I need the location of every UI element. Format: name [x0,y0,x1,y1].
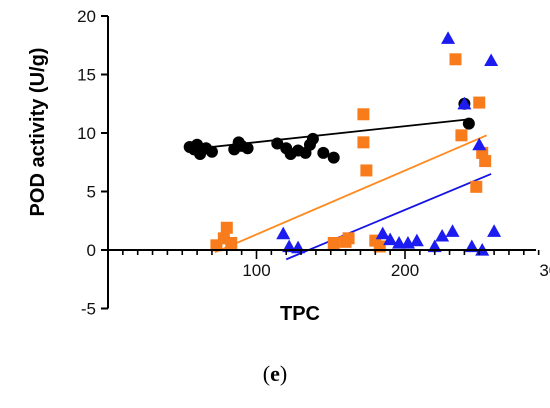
y-axis-title: POD activity (U/g) [27,48,49,217]
data-point-triangle [383,232,398,246]
data-point-square [360,164,373,177]
fit-line-triangle [285,173,492,261]
panel-letter: e [270,361,280,386]
data-point-triangle [457,96,472,110]
y-tick-label: 15 [77,66,96,85]
y-tick-label: -5 [81,300,96,319]
data-point-triangle [427,239,442,253]
fit-line-square [214,134,488,254]
data-point-square [479,155,492,168]
data-point-triangle [484,53,499,67]
x-tick-label: 100 [242,261,270,280]
x-tick-label: 200 [391,261,419,280]
data-point-square [455,129,468,142]
x-tick-label: 300 [539,261,550,280]
data-point-square [220,221,233,234]
data-point-triangle [435,228,450,242]
data-point-square [342,232,355,245]
data-point-square [357,136,370,149]
data-point-triangle [464,239,479,253]
data-point-square [473,96,486,109]
y-tick-label: 10 [77,124,96,143]
data-point-square [470,180,483,193]
data-point-triangle [276,226,291,240]
y-tick-label: 5 [87,183,96,202]
data-point-triangle [445,224,460,237]
y-tick-label: 20 [77,7,96,26]
data-point-triangle [375,226,390,240]
data-point-square [225,236,238,249]
data-points [183,31,502,256]
data-point-square [449,53,462,66]
data-point-circle [306,132,319,145]
data-point-triangle [409,233,424,247]
data-point-triangle [487,224,502,237]
data-point-triangle [392,235,407,249]
data-point-circle [462,117,475,130]
data-point-triangle [441,31,456,44]
panel-label: (e) [262,361,288,386]
y-tick-label: 0 [87,241,96,260]
x-axis-title: TPC [280,303,320,325]
data-point-triangle [472,137,487,151]
data-point-circle [327,151,340,164]
data-point-triangle [282,239,297,253]
data-point-circle [317,146,330,159]
data-point-square [327,236,340,249]
data-point-circle [271,137,284,150]
data-point-circle [205,145,218,158]
data-point-square [357,108,370,121]
axes: -5 0 5 10 15 20 100 200 300 [77,7,550,319]
data-point-circle [241,142,254,155]
